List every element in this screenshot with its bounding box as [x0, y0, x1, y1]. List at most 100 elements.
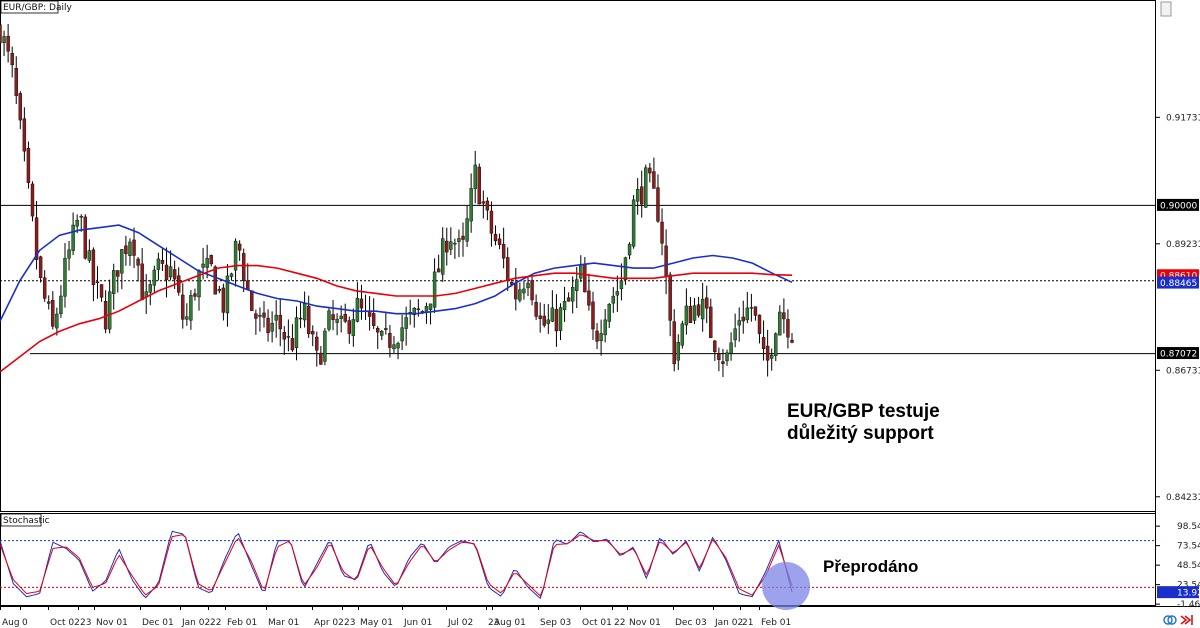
stoch-badge-box — [1157, 586, 1199, 599]
candle-body — [615, 291, 620, 296]
x-tick-label: 22 — [614, 618, 625, 628]
candle-body — [311, 331, 315, 335]
candle-body — [514, 283, 518, 300]
candle-body — [676, 342, 680, 361]
candle-body — [266, 317, 270, 334]
candle-body — [286, 336, 291, 338]
candle-body — [644, 167, 648, 208]
candle-body — [367, 311, 372, 317]
candle-body — [664, 245, 668, 277]
candle-body — [635, 189, 640, 202]
x-tick-label: Jun 01 — [403, 618, 432, 628]
candle-body — [749, 307, 754, 309]
candle-body — [648, 167, 652, 174]
candle-body — [339, 315, 343, 319]
candle-body — [282, 331, 287, 340]
price-axis-ticks: 0.91731 0.89231 0.86731 0.84231 — [1155, 113, 1200, 503]
candle-body — [530, 280, 534, 301]
candle-body — [164, 264, 169, 281]
candle-body — [725, 352, 729, 362]
candle-body — [554, 309, 559, 332]
candle-body — [591, 301, 595, 330]
price-badge — [1157, 276, 1199, 289]
candle-body — [254, 313, 258, 319]
x-tick-label: May 01 — [360, 618, 393, 628]
candle-body — [10, 52, 14, 66]
candle-body — [412, 307, 416, 315]
candle-body — [38, 256, 43, 278]
candle-body — [26, 147, 31, 183]
candle-body — [619, 280, 624, 290]
sync-icon[interactable] — [1163, 615, 1177, 625]
candle-body — [457, 238, 461, 242]
candle-body — [160, 259, 165, 264]
candle-body — [132, 239, 136, 256]
candle-body — [579, 265, 583, 279]
x-tick-label: Feb 01 — [761, 618, 791, 628]
candle-body — [213, 266, 217, 295]
candle-body — [485, 200, 490, 211]
candle-body — [315, 336, 319, 351]
candle-body — [209, 255, 213, 265]
candle-body — [432, 271, 437, 308]
scroll-handle[interactable] — [1160, 1, 1172, 17]
x-tick-label: Nov 01 — [96, 618, 128, 628]
candle-body — [294, 317, 299, 348]
candle-body — [428, 303, 433, 310]
candle-body — [453, 242, 457, 245]
candle-body — [343, 314, 347, 322]
moving-averages-layer — [0, 224, 793, 373]
candle-body — [136, 258, 140, 266]
candle-body — [323, 330, 327, 362]
price-badge-label: 0.88465 — [1160, 279, 1197, 289]
scroll-to-end-icon[interactable] — [1180, 615, 1193, 625]
candle-body — [193, 293, 197, 297]
candle-body — [595, 330, 599, 342]
candle-body — [603, 319, 607, 336]
candle-body — [607, 304, 611, 322]
candle-body — [550, 307, 555, 322]
candle-body — [327, 310, 331, 330]
candle-body — [67, 249, 71, 259]
candle-body — [705, 297, 709, 309]
candle-body — [436, 268, 441, 273]
candle-body — [278, 314, 282, 330]
candle-body — [128, 241, 132, 256]
candle-body — [189, 295, 193, 321]
candle-body — [2, 36, 6, 43]
candle-body — [376, 328, 380, 333]
candle-body — [688, 305, 693, 324]
candle-body — [526, 282, 530, 289]
support-annotation-line2: důležitý support — [787, 423, 934, 444]
candle-body — [384, 328, 388, 330]
candle-body — [79, 215, 83, 218]
candle-body — [347, 320, 351, 334]
candle-body — [107, 291, 112, 330]
candle-body — [95, 281, 100, 284]
candle-body — [63, 258, 67, 297]
candle-body — [449, 241, 453, 250]
candle-body — [99, 284, 104, 298]
candle-body — [611, 295, 615, 304]
candle-body — [51, 299, 55, 327]
candle-body — [55, 313, 59, 329]
candle-body — [469, 188, 473, 222]
candle-body — [717, 353, 721, 360]
candle-body — [570, 287, 575, 302]
x-tick-label: 23 — [488, 618, 499, 628]
candle-body — [404, 317, 408, 329]
candle-body — [14, 68, 18, 96]
candle-body — [493, 234, 498, 242]
x-tick-label: 0 — [22, 618, 28, 628]
candle-body — [733, 328, 737, 341]
candle-body — [116, 270, 120, 277]
candle-body — [124, 245, 128, 254]
candle-body — [599, 333, 603, 342]
x-tick-label: Aug 01 — [494, 618, 526, 628]
candle-body — [355, 297, 360, 322]
candle-body — [692, 305, 697, 321]
oversold-annotation: Přeprodáno — [823, 557, 918, 576]
candle-body — [680, 323, 685, 346]
candle-body — [700, 298, 705, 320]
